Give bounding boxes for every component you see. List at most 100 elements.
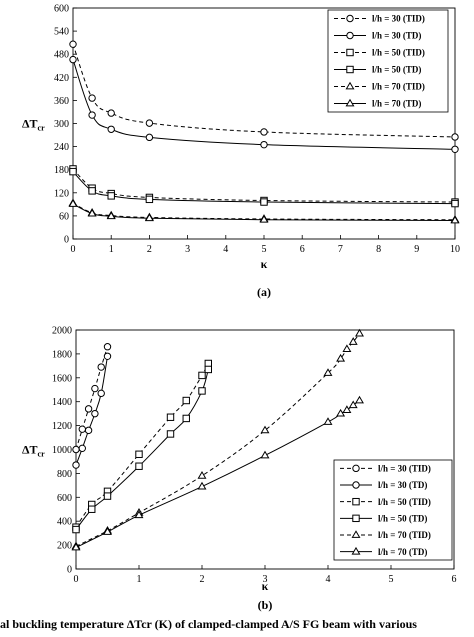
x-axis-label: κ [262, 579, 269, 593]
data-point [145, 133, 154, 142]
y-tick-label: 2000 [52, 326, 72, 337]
data-point [451, 133, 459, 141]
legend-label: l/h = 50 (TD) [372, 65, 421, 75]
data-point [182, 396, 190, 405]
data-point [135, 462, 143, 470]
data-point [336, 408, 346, 417]
x-tick-label: 0 [74, 574, 79, 585]
y-tick-label: 1200 [52, 421, 72, 432]
series-1 [72, 352, 112, 469]
x-tick-label: 4 [223, 244, 228, 255]
chart-panel-a: 0 1 2 3 4 5 6 7 8 9 10 0 60 120 180 240 300 360 420 480 540 6… [22, 4, 460, 300]
y-tick-label: 420 [54, 73, 69, 84]
series-line [75, 333, 360, 547]
data-point [355, 395, 364, 404]
data-point [91, 409, 99, 418]
data-point [97, 363, 105, 371]
legend: l/h = 30 (TID) l/h = 30 (TD) l/h = 50 (TID… [327, 9, 449, 113]
x-tick-label: 2 [147, 244, 152, 255]
y-tick-label: 540 [54, 27, 69, 38]
data-point [91, 384, 99, 393]
legend-label: l/h = 70 (TID) [372, 82, 425, 92]
data-point [69, 167, 77, 176]
legend-label: l/h = 30 (TID) [372, 14, 425, 24]
data-point [197, 481, 207, 490]
data-point [72, 445, 80, 454]
data-point [166, 413, 175, 421]
x-tick-label: 4 [326, 574, 331, 585]
data-point [260, 140, 268, 149]
data-point [348, 337, 358, 345]
data-point [182, 414, 190, 423]
data-point [134, 510, 144, 519]
data-point [107, 125, 115, 133]
y-tick-label: 0 [67, 565, 72, 576]
series-5 [68, 199, 460, 224]
data-point [84, 426, 93, 435]
data-point [166, 430, 175, 438]
legend: l/h = 30 (TID) l/h = 30 (TD) l/h = 50 (TID… [333, 459, 453, 561]
legend-marker [346, 65, 354, 74]
x-tick-label: 5 [389, 574, 394, 585]
legend-marker [345, 81, 355, 90]
data-point [87, 208, 97, 217]
data-point [84, 405, 93, 413]
data-point [71, 542, 81, 551]
legend-label: l/h = 70 (TID) [378, 530, 431, 540]
data-point [323, 417, 333, 425]
data-point [260, 198, 268, 206]
data-point [197, 470, 207, 479]
panel-label: (b) [258, 598, 273, 612]
series-4 [71, 328, 364, 550]
series-1 [69, 55, 459, 153]
data-point [342, 344, 352, 353]
series-0 [69, 40, 459, 141]
legend-marker [346, 14, 354, 23]
x-tick-label: 3 [263, 574, 268, 585]
legend-marker [351, 546, 361, 555]
y-tick-label: 240 [54, 142, 69, 153]
y-tick-label: 480 [54, 50, 69, 61]
data-point [107, 109, 115, 117]
y-tick-label: 0 [64, 235, 69, 246]
data-point [97, 389, 105, 398]
y-tick-label: 60 [59, 211, 69, 222]
series-line [75, 346, 108, 450]
legend-label: l/h = 30 (TD) [372, 31, 421, 41]
legend-marker [351, 530, 361, 538]
data-point [103, 527, 112, 535]
data-point [145, 195, 154, 204]
data-point [78, 444, 87, 453]
data-point [355, 328, 364, 337]
data-point [450, 215, 460, 224]
x-tick-label: 5 [262, 244, 267, 255]
legend-label: l/h = 30 (TD) [378, 480, 427, 490]
data-point [103, 492, 112, 500]
data-point [88, 111, 96, 119]
data-point [88, 187, 96, 195]
series-line [75, 369, 209, 530]
data-point [260, 450, 270, 459]
chart-panel-b: 0 1 2 3 4 5 6 0 200 400 600 800 1000 1200 1400 1600 1800… [22, 326, 457, 613]
x-axis-label: κ [261, 257, 268, 271]
y-tick-label: 800 [57, 469, 72, 480]
y-tick-label: 600 [54, 4, 69, 15]
x-tick-label: 3 [185, 244, 190, 255]
figure-caption: al buckling temperature ΔTcr (K) of clam… [0, 617, 417, 631]
legend-marker [352, 464, 360, 473]
y-tick-label: 1800 [52, 349, 72, 360]
data-point [260, 425, 270, 434]
series-3 [72, 365, 213, 534]
y-tick-label: 300 [54, 119, 69, 130]
y-axis-label: ΔTcr [22, 117, 45, 133]
x-tick-label: 2 [200, 574, 205, 585]
x-tick-label: 6 [300, 244, 305, 255]
legend-label: l/h = 30 (TID) [378, 464, 431, 474]
data-point [69, 55, 77, 64]
x-tick-label: 7 [338, 244, 343, 255]
series-5 [71, 395, 364, 551]
data-point [72, 461, 80, 469]
x-tick-label: 10 [450, 244, 460, 255]
data-point [198, 371, 206, 380]
legend-label: l/h = 50 (TID) [378, 497, 431, 507]
